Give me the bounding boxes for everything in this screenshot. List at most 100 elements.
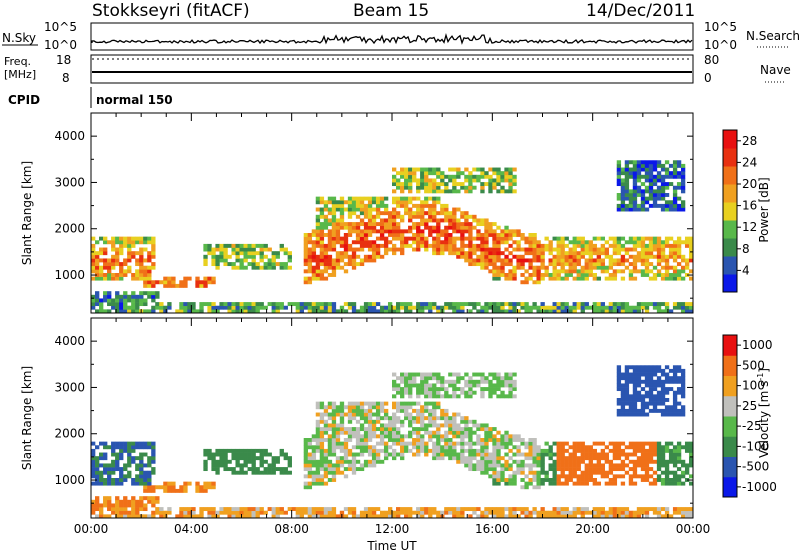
- power-cell: [652, 273, 658, 277]
- power-cell: [335, 203, 341, 208]
- power-cell: [247, 243, 252, 248]
- power-cell: [484, 218, 489, 223]
- power-cell: [568, 251, 573, 256]
- velocity-cell: [327, 514, 333, 519]
- velocity-cell: [107, 496, 112, 501]
- velocity-cell: [424, 401, 429, 406]
- velocity-cell: [480, 459, 485, 464]
- power-cell: [680, 174, 686, 179]
- power-cell: [608, 273, 614, 277]
- power-cell: [331, 229, 337, 234]
- power-cell: [644, 178, 650, 183]
- velocity-cell: [620, 507, 626, 512]
- power-cell: [540, 265, 545, 270]
- velocity-cell: [688, 445, 694, 450]
- velocity-cell: [367, 452, 373, 457]
- power-cell: [404, 196, 409, 201]
- velocity-cell: [508, 379, 513, 384]
- power-cell: [560, 258, 565, 263]
- velocity-cell: [644, 412, 650, 417]
- power-cell: [143, 298, 148, 303]
- velocity-cell: [375, 405, 381, 410]
- power-cell: [444, 218, 449, 223]
- velocity-cell: [271, 463, 276, 468]
- power-cell: [379, 211, 385, 216]
- velocity-cell: [311, 463, 317, 468]
- velocity-cell: [339, 441, 345, 446]
- power-cell: [311, 269, 317, 274]
- velocity-cell: [524, 445, 529, 450]
- velocity-cell: [375, 401, 381, 406]
- velocity-cell: [107, 507, 112, 512]
- velocity-cell: [492, 372, 497, 377]
- power-cell: [580, 243, 585, 248]
- power-cell: [620, 258, 626, 263]
- velocity-cell: [379, 408, 385, 413]
- velocity-cell: [263, 459, 268, 464]
- power-cell: [464, 251, 469, 256]
- power-cell: [680, 302, 686, 307]
- power-cell: [672, 203, 678, 208]
- velocity-cell: [572, 481, 577, 486]
- power-cell: [119, 247, 124, 252]
- velocity-cell: [351, 412, 357, 417]
- power-cell: [576, 273, 581, 277]
- power-cell: [520, 273, 525, 277]
- power-cell: [456, 207, 461, 212]
- power-cell: [299, 309, 305, 314]
- power-cell: [632, 207, 638, 212]
- velocity-cell: [584, 448, 589, 453]
- velocity-cell: [392, 427, 397, 432]
- power-cell: [123, 262, 128, 267]
- velocity-cell: [664, 474, 670, 479]
- velocity-cell: [640, 401, 646, 406]
- velocity-cell: [484, 438, 489, 442]
- power-cell: [436, 222, 441, 227]
- velocity-cell: [135, 478, 140, 482]
- velocity-cell: [420, 438, 425, 442]
- power-cell: [456, 254, 461, 259]
- velocity-cell: [536, 478, 541, 482]
- velocity-cell: [115, 456, 120, 461]
- power-cell: [235, 302, 240, 307]
- power-cell: [347, 229, 353, 234]
- power-cell: [500, 273, 505, 277]
- power-cell: [636, 207, 642, 212]
- velocity-cell: [476, 467, 481, 472]
- power-cell: [596, 262, 601, 267]
- velocity-cell: [147, 445, 152, 450]
- velocity-cell: [147, 488, 152, 493]
- velocity-cell: [548, 510, 553, 515]
- velocity-cell: [428, 423, 433, 428]
- velocity-cell: [568, 452, 573, 457]
- power-cell: [620, 305, 626, 310]
- power-cell: [636, 189, 642, 194]
- velocity-cell: [616, 445, 622, 450]
- power-cell: [424, 243, 429, 248]
- velocity-cell: [187, 514, 192, 519]
- power-cell: [379, 222, 385, 227]
- velocity-cell: [267, 507, 272, 512]
- velocity-cell: [528, 463, 533, 468]
- velocity-cell: [408, 383, 413, 388]
- power-cell: [668, 265, 674, 270]
- velocity-cell: [123, 514, 128, 519]
- power-cell: [420, 218, 425, 223]
- power-cell: [315, 225, 321, 230]
- power-cell: [516, 265, 521, 270]
- power-cell: [271, 262, 276, 267]
- velocity-cell: [660, 398, 666, 402]
- velocity-cell: [383, 401, 389, 406]
- velocity-cell: [347, 467, 353, 472]
- power-cell: [103, 262, 108, 267]
- velocity-cell: [331, 514, 337, 519]
- power-cell: [139, 236, 144, 241]
- power-cell: [339, 207, 345, 212]
- power-cell: [432, 247, 437, 252]
- velocity-cell: [183, 481, 188, 486]
- power-cell: [596, 265, 601, 270]
- power-cell: [424, 200, 429, 205]
- power-cell: [656, 305, 662, 310]
- velocity-cell: [648, 467, 654, 472]
- power-cell: [247, 247, 252, 252]
